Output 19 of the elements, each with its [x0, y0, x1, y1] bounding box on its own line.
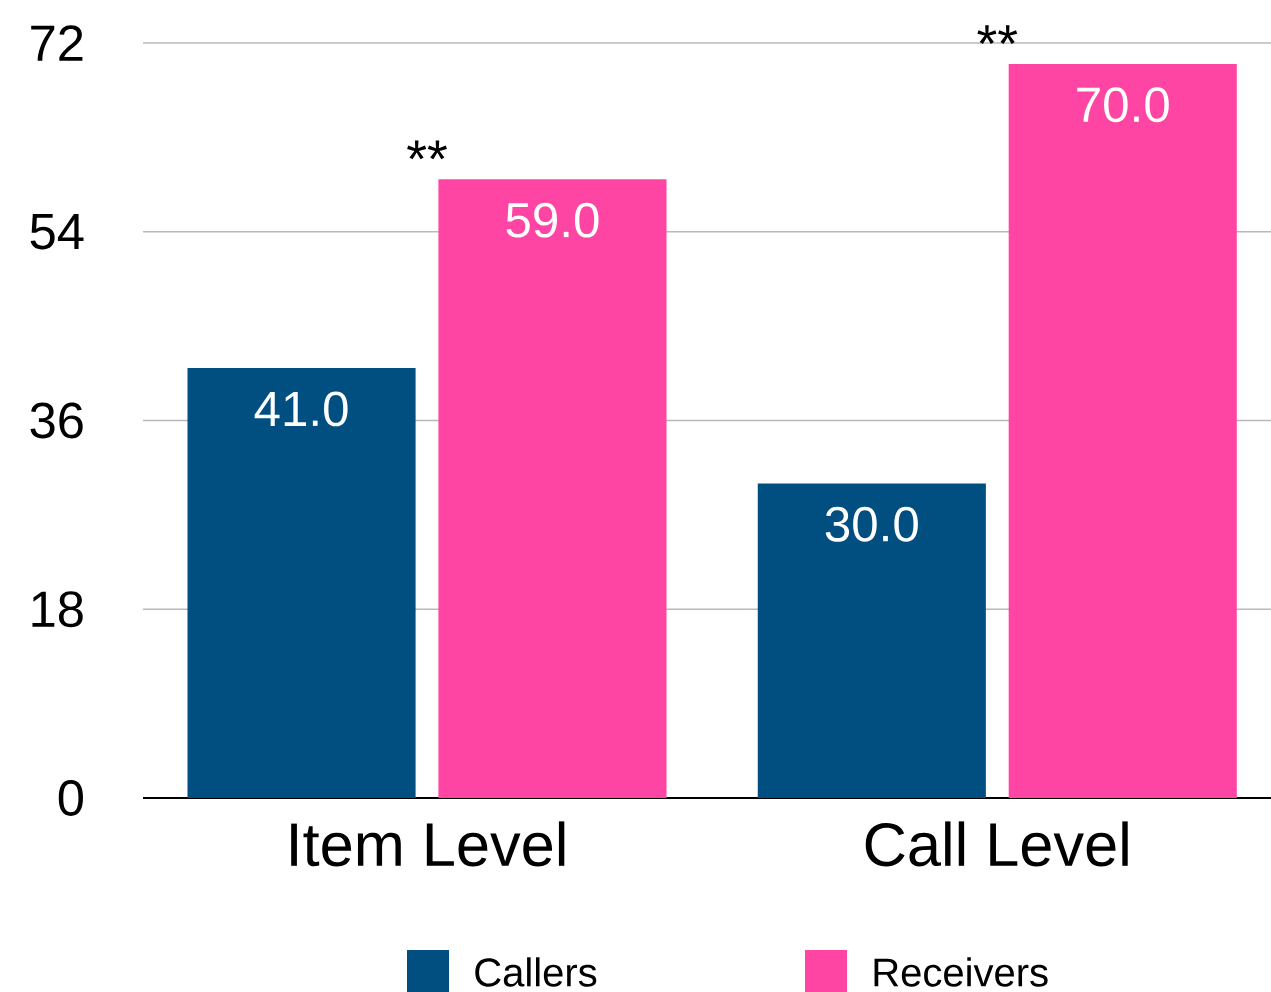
bar — [1008, 63, 1237, 798]
y-tick-label: 72 — [31, 25, 83, 61]
y-tick-label: 18 — [32, 591, 83, 628]
data-label: 59.0 — [506, 202, 599, 238]
data-label: 41.0 — [254, 391, 348, 427]
data-label: 30.0 — [825, 506, 918, 542]
y-tick-label: 54 — [30, 214, 84, 250]
annotation: ** — [977, 25, 1018, 44]
y-tick-label: 0 — [58, 780, 83, 816]
x-tick-label: Item Level — [291, 821, 565, 867]
legend-label: Callers — [475, 957, 597, 987]
legend-label: Receivers — [874, 957, 1048, 987]
annotation: ** — [407, 140, 447, 160]
y-tick-label: 36 — [30, 402, 83, 439]
x-tick-label: Call Level — [865, 821, 1128, 867]
data-label: 70.0 — [1077, 87, 1169, 123]
bar — [187, 368, 416, 798]
bar — [757, 483, 986, 798]
bar — [438, 179, 667, 798]
